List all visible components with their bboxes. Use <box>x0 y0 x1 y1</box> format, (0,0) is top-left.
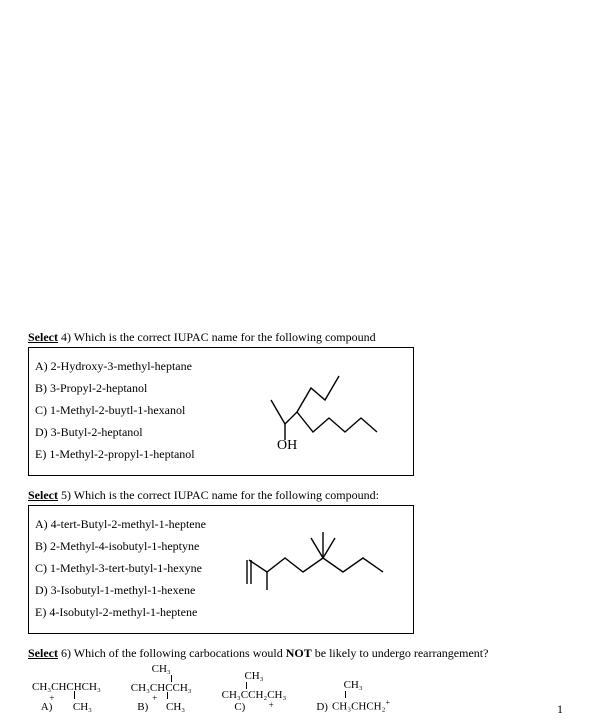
q6-prompt: Select 6) Which of the following carboca… <box>28 646 571 661</box>
q6-opt-a: CH₃CHCHCH₃ + A) CH₃ <box>32 669 101 713</box>
q4-oh-label: OH <box>277 438 297 450</box>
q6-opt-b: CH₃ CH₃CHCCH₃ + B) CH₃ <box>131 663 192 713</box>
q4-number: 4) <box>61 330 71 344</box>
q4-prompt: Select 4) Which is the correct IUPAC nam… <box>28 330 571 345</box>
page-number: 1 <box>557 702 563 717</box>
q6-b-label: B) <box>137 701 148 713</box>
q6-a-line1: CH₃CHCHCH₃ <box>32 681 101 693</box>
q4-select-label: Select <box>28 330 58 344</box>
q4-box: A) 2-Hydroxy-3-methyl-heptane B) 3-Propy… <box>28 347 414 476</box>
q6-c-mid: CH₃CCH₂CH₃ <box>222 689 287 701</box>
q6-select-label: Select <box>28 646 58 660</box>
q4-structure-icon: OH <box>237 354 407 450</box>
q6-b-bot: CH₃ <box>166 701 185 713</box>
q6-not: NOT <box>286 646 312 660</box>
q6-text2: be likely to undergo rearrangement? <box>312 646 489 660</box>
q5-prompt: Select 5) Which is the correct IUPAC nam… <box>28 488 571 503</box>
q6-c-label: C) <box>234 701 245 713</box>
q5-structure-icon <box>227 512 407 608</box>
q6-b-mid: CH₃CHCCH₃ <box>131 682 192 694</box>
q6-d-top: CH₃ <box>316 679 390 691</box>
q4-text: Which is the correct IUPAC name for the … <box>74 330 376 344</box>
q6-b-plus: + <box>152 693 157 703</box>
q6-a-plus: + <box>49 693 54 703</box>
q5-select-label: Select <box>28 488 58 502</box>
q6-d-label: D) <box>316 701 328 713</box>
q6-a-line2: CH₃ <box>73 701 92 713</box>
q5-number: 5) <box>61 488 71 502</box>
q6-text1: Which of the following carbocations woul… <box>74 646 286 660</box>
q6-options-row: CH₃CHCHCH₃ + A) CH₃ CH₃ CH₃CHCCH₃ + B) C… <box>28 663 571 713</box>
q6-c-top: CH₃ <box>222 670 287 682</box>
q6-opt-d: CH₃ D) CH₃CHCH₂+ <box>316 679 390 713</box>
q5-box: A) 4-tert-Butyl-2-methyl-1-heptene B) 2-… <box>28 505 414 634</box>
q6-opt-c: CH₃ CH₃CCH₂CH₃ C) + <box>222 670 287 713</box>
q6-c-plus: + <box>269 700 274 710</box>
q6-d-plus: + <box>385 698 390 707</box>
q6-number: 6) <box>61 646 71 660</box>
q6-b-top: CH₃ <box>131 663 192 675</box>
q6-d-mid: CH₃CHCH₂ <box>332 701 386 713</box>
q5-text: Which is the correct IUPAC name for the … <box>74 488 379 502</box>
